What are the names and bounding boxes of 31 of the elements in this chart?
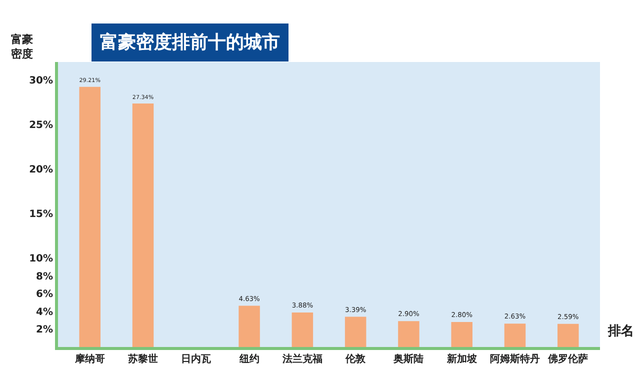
x-tick-label: 奥斯陆: [392, 353, 424, 365]
x-tick-label: 法兰克福: [281, 353, 322, 365]
x-tick-label: 苏黎世: [127, 353, 158, 365]
y-tick-label: 4%: [36, 306, 53, 318]
bar: [292, 312, 314, 347]
x-tick-label: 日内瓦: [181, 353, 212, 365]
bar: [344, 316, 366, 347]
chart-title: 富豪密度排前十的城市: [100, 32, 280, 53]
y-tick-label: 8%: [36, 271, 53, 282]
bar: [504, 324, 526, 347]
bar: [79, 86, 101, 347]
x-axis-title: 排名: [607, 324, 634, 339]
x-tick-label: 阿姆斯特丹: [490, 353, 540, 365]
bar: [132, 104, 154, 347]
bar: [451, 322, 472, 347]
x-tick-label: 新加坡: [446, 353, 478, 365]
y-tick-label: 20%: [29, 164, 53, 176]
y-axis-title: 富豪密度: [11, 33, 33, 60]
x-tick-label: 摩纳哥: [74, 353, 105, 365]
x-tick-label: 纽约: [238, 353, 260, 365]
y-tick-label: 25%: [29, 120, 53, 131]
x-tick-label: 佛罗伦萨: [547, 353, 588, 365]
bar: [557, 324, 579, 347]
y-tick-label: 10%: [29, 253, 53, 264]
y-tick-label: 2%: [36, 324, 53, 336]
bar: [238, 306, 260, 347]
y-tick-label: 15%: [29, 208, 53, 220]
bar: [398, 321, 420, 347]
y-tick-label: 6%: [36, 289, 53, 300]
y-tick-label: 30%: [29, 75, 53, 86]
x-tick-label: 伦敦: [344, 353, 367, 365]
